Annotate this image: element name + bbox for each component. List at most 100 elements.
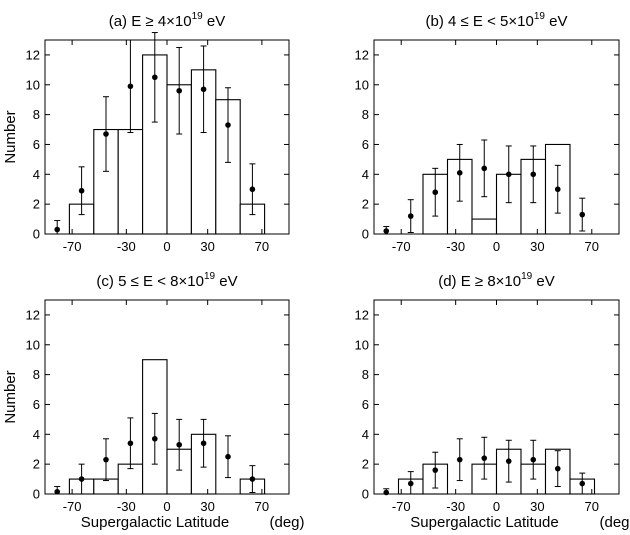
y-tick-label: 2 <box>362 197 369 212</box>
x-tick-label: -70 <box>63 239 82 254</box>
x-tick-label: -30 <box>117 239 136 254</box>
title-part: < <box>153 273 166 290</box>
data-point <box>432 189 439 196</box>
x-tick-label: 70 <box>255 239 269 254</box>
y-tick-label: 6 <box>33 137 40 152</box>
panel-b: (b) 4 ≤ E < 5×1019 eV 0 2 4 6 8 10 12 -70 -30 0 30 7… <box>355 11 620 254</box>
x-axis-label: Supergalactic Latitude <box>81 514 229 531</box>
data-point <box>249 476 256 482</box>
y-tick-label: 0 <box>362 487 369 502</box>
y-tick-label: 10 <box>26 337 40 352</box>
data-point <box>407 480 414 487</box>
panel-title: (a) E ≥ 4×1019 eV <box>109 11 226 30</box>
y-tick-label: 12 <box>26 307 40 322</box>
title-part: < <box>483 13 496 30</box>
histogram-bar <box>117 128 144 235</box>
data-point <box>505 458 512 464</box>
y-tick-label: 2 <box>33 457 40 472</box>
y-tick-label: 8 <box>362 367 369 382</box>
x-tick-label: 30 <box>200 499 214 514</box>
x-tick-label: -70 <box>392 239 411 254</box>
title-part: 8×10 <box>166 273 204 290</box>
y-tick-label: 10 <box>26 77 40 92</box>
y-tick-label: 2 <box>33 197 40 212</box>
panel-title: (d) E ≥ 8×1019 eV <box>438 271 555 290</box>
x-tick-label: -30 <box>446 499 465 514</box>
data-point <box>176 441 182 448</box>
x-tick-label: 30 <box>200 239 214 254</box>
y-tick-label: 12 <box>355 307 369 322</box>
data-point <box>103 131 109 137</box>
x-tick-label: 30 <box>530 499 544 514</box>
y-tick-label: 6 <box>362 137 369 152</box>
y-tick-label: 0 <box>33 227 40 242</box>
data-point <box>176 87 182 94</box>
panel-c: (c) 5 ≤ E < 8×1019 eV 0 2 4 6 8 10 12 -70 -30 0 30 7… <box>2 271 305 531</box>
title-part: (c) <box>96 273 114 290</box>
x-tick-label: 0 <box>493 239 500 254</box>
data-point <box>505 171 512 178</box>
data-point <box>127 83 134 90</box>
title-part: E <box>139 273 153 290</box>
title-part: (a) <box>109 13 127 30</box>
title-part: eV <box>532 273 555 290</box>
y-tick-label: 4 <box>33 427 40 442</box>
title-part: (b) <box>426 13 444 30</box>
y-tick-label: 10 <box>355 337 369 352</box>
data-point <box>200 86 207 93</box>
x-tick-label: 0 <box>163 499 170 514</box>
histogram-bar <box>93 478 119 495</box>
data-point <box>200 440 207 447</box>
data-point <box>530 171 537 178</box>
title-part: E <box>127 13 141 30</box>
y-axis-label: Number <box>2 110 19 163</box>
data-point <box>127 440 134 447</box>
y-tick-label: 6 <box>362 397 369 412</box>
y-axis-label: Number <box>2 370 19 423</box>
x-tick-label: 0 <box>163 239 170 254</box>
data-point <box>78 476 85 482</box>
data-point <box>456 456 463 463</box>
x-tick-label: -70 <box>392 499 411 514</box>
title-part: ≥ <box>141 13 153 30</box>
panel-d: (d) E ≥ 8×1019 eV 0 2 4 6 8 10 12 -70 -30 0 30 70 Sup… <box>355 271 630 531</box>
panel-title: (b) 4 ≤ E < 5×1019 eV <box>426 11 568 30</box>
title-part: ≥ <box>471 273 483 290</box>
data-point <box>554 465 561 472</box>
y-tick-label: 2 <box>362 457 369 472</box>
title-part: ≤ <box>126 273 138 290</box>
data-point <box>579 211 586 218</box>
data-point <box>249 186 256 193</box>
title-part: E <box>469 13 483 30</box>
title-part: eV <box>215 273 238 290</box>
data-point <box>54 226 60 233</box>
data-point <box>225 122 231 128</box>
data-point <box>554 186 561 193</box>
title-part: 4×10 <box>154 13 192 30</box>
x-tick-label: 30 <box>530 239 544 254</box>
y-tick-label: 4 <box>362 167 369 182</box>
x-tick-label: 70 <box>585 239 599 254</box>
x-tick-label: 70 <box>585 499 599 514</box>
x-tick-label: 0 <box>493 499 500 514</box>
histogram-bar <box>471 218 498 235</box>
data-point <box>579 480 586 487</box>
y-tick-label: 4 <box>33 167 40 182</box>
y-tick-label: 10 <box>355 77 369 92</box>
x-axis-label: Supergalactic Latitude <box>410 514 558 531</box>
data-point <box>103 456 109 463</box>
y-tick-label: 12 <box>355 47 369 62</box>
title-exponent: 19 <box>192 11 204 22</box>
x-tick-label: -30 <box>117 499 136 514</box>
title-part: (d) <box>438 273 456 290</box>
data-point <box>481 165 488 172</box>
data-point <box>152 435 158 442</box>
data-point <box>456 170 463 176</box>
x-tick-label: -30 <box>446 239 465 254</box>
title-exponent: 19 <box>204 271 216 282</box>
title-part: 5×10 <box>496 13 534 30</box>
title-part: 8×10 <box>483 273 521 290</box>
data-point <box>54 488 60 495</box>
data-point <box>530 456 537 463</box>
y-tick-label: 4 <box>362 427 369 442</box>
